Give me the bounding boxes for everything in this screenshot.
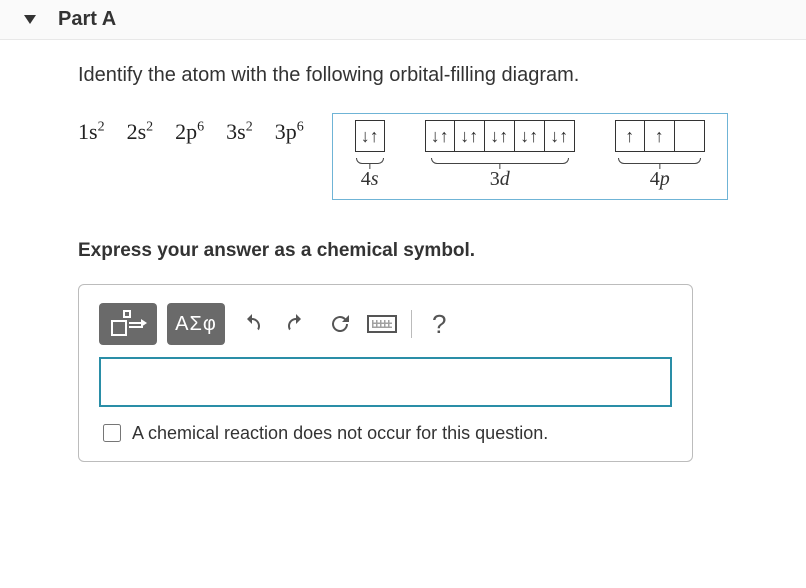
orbital-cell: ↓↑ <box>355 120 385 152</box>
orbital-cell: ↓↑ <box>425 120 455 152</box>
toolbar-separator <box>411 310 412 338</box>
help-label: ? <box>432 309 446 340</box>
answer-instruction: Express your answer as a chemical symbol… <box>78 240 806 262</box>
keyboard-button[interactable] <box>367 303 397 345</box>
orbital-cell: ↓↑ <box>515 120 545 152</box>
no-reaction-checkbox[interactable] <box>103 424 121 442</box>
orbital-diagram: ↓↑4s↓↑↓↑↓↑↓↑↓↑3d↑↑4p <box>332 113 728 200</box>
part-label: Part A <box>58 8 116 31</box>
orbital-cell: ↓↑ <box>545 120 575 152</box>
configuration-row: 1s2 2s2 2p6 3s2 3p6 ↓↑4s↓↑↓↑↓↑↓↑↓↑3d↑↑4p <box>78 113 806 200</box>
reset-icon <box>323 307 357 341</box>
undo-icon <box>235 307 269 341</box>
orbital-cell: ↑ <box>645 120 675 152</box>
undo-button[interactable] <box>235 303 269 345</box>
answer-input[interactable] <box>99 357 672 407</box>
template-button[interactable] <box>99 303 157 345</box>
redo-icon <box>279 307 313 341</box>
content-area: Identify the atom with the following orb… <box>0 40 806 486</box>
orbital-cell: ↓↑ <box>455 120 485 152</box>
question-text: Identify the atom with the following orb… <box>78 64 806 87</box>
keyboard-icon <box>367 315 397 333</box>
orbital-group: ↓↑↓↑↓↑↓↑↓↑3d <box>425 120 575 191</box>
orbital-label: 3d <box>490 168 510 191</box>
electron-configuration: 1s2 2s2 2p6 3s2 3p6 <box>78 113 304 145</box>
greek-label: ΑΣφ <box>175 313 217 336</box>
collapse-caret-icon <box>24 15 36 24</box>
greek-symbols-button[interactable]: ΑΣφ <box>167 303 225 345</box>
orbital-group: ↓↑ 4s <box>355 120 385 191</box>
orbital-label: 4p <box>650 168 670 191</box>
answer-panel: ΑΣφ ? <box>78 284 693 462</box>
orbital-label: 4s <box>361 168 379 191</box>
reset-button[interactable] <box>323 303 357 345</box>
orbital-cell: ↓↑ <box>485 120 515 152</box>
no-reaction-label: A chemical reaction does not occur for t… <box>132 423 548 444</box>
answer-toolbar: ΑΣφ ? <box>99 303 672 345</box>
orbital-cell: ↑ <box>615 120 645 152</box>
orbital-cell <box>675 120 705 152</box>
part-header[interactable]: Part A <box>0 0 806 40</box>
help-button[interactable]: ? <box>426 303 452 345</box>
template-icon <box>111 312 145 336</box>
orbital-group: ↑↑4p <box>615 120 705 191</box>
redo-button[interactable] <box>279 303 313 345</box>
no-reaction-row[interactable]: A chemical reaction does not occur for t… <box>99 421 672 445</box>
